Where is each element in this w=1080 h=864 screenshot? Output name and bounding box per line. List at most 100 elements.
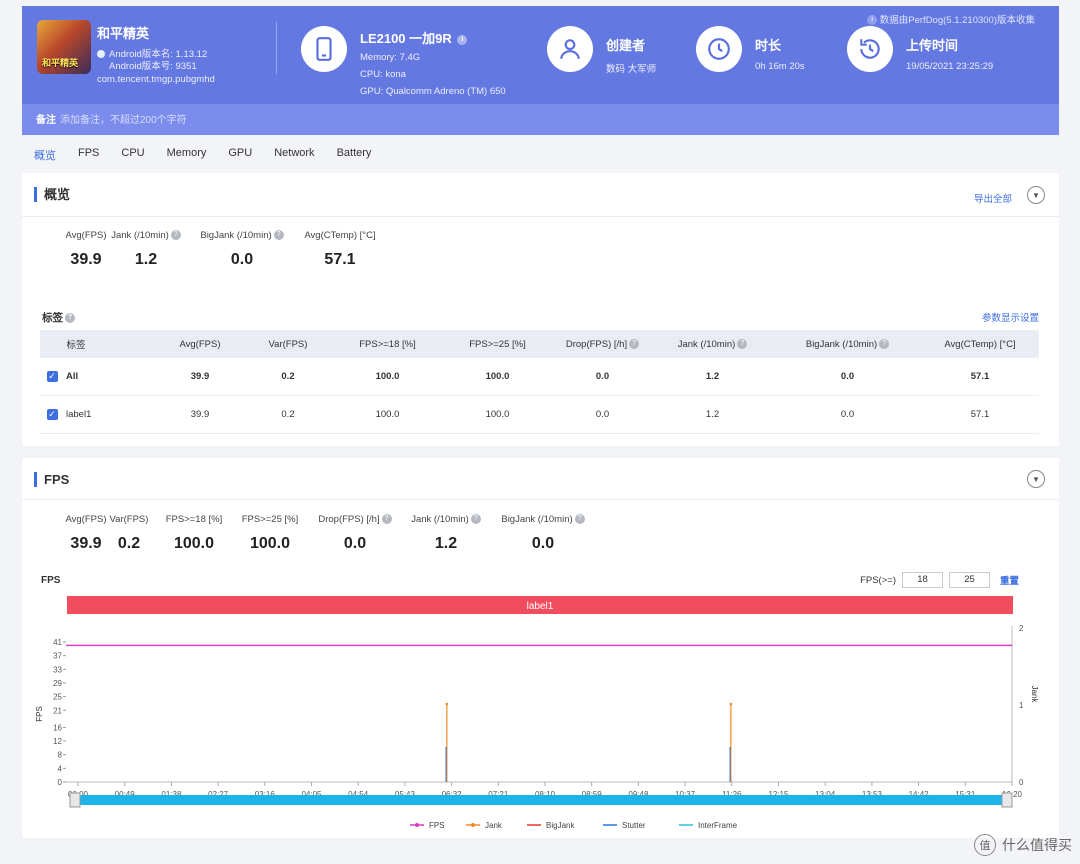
threshold-input-2[interactable]: 25: [948, 572, 990, 588]
watermark: 值什么值得买: [974, 834, 1072, 856]
y-tick-label: 4: [58, 764, 63, 773]
device-model: LE2100 一加9R i: [360, 28, 468, 47]
x-tick-label: 00:49: [115, 790, 136, 799]
help-icon: ?: [470, 514, 481, 525]
fps-stat: Avg(FPS) 39.9: [65, 514, 107, 552]
row-checkbox[interactable]: ✓: [46, 409, 58, 420]
legend-item[interactable]: InterFrame: [679, 821, 738, 830]
reset-button[interactable]: 重置: [999, 576, 1019, 587]
y-tick-label: 21: [53, 706, 62, 715]
tab-overview[interactable]: 概览: [34, 150, 56, 162]
legend-label: FPS: [429, 821, 445, 830]
y-tick-label: 0: [58, 778, 63, 787]
fps-stat: Drop(FPS) [/h]? 0.0: [314, 514, 396, 553]
tag-title: 标签?: [42, 310, 75, 325]
history-icon: [847, 26, 893, 72]
fps-card: FPS ▼ Avg(FPS) 39.9 Var(FPS) 0.2 FPS>=18 […: [22, 458, 1059, 838]
table-row[interactable]: ✓ All 39.9 0.2 100.0 100.0 0.0 1.2 0.0 5…: [40, 358, 1039, 396]
x-tick-label: 03:16: [255, 790, 276, 799]
note-label: 备注: [36, 115, 56, 126]
overview-stat: Avg(CTemp) [°C] 57.1: [304, 230, 376, 268]
note-bar[interactable]: 备注 添加备注，不超过200个字符: [22, 104, 1059, 135]
row-checkbox[interactable]: ✓: [46, 371, 58, 382]
y-tick-label: 33: [53, 665, 62, 674]
x-tick-label: 15:31: [955, 790, 976, 799]
help-icon: ?: [381, 514, 392, 525]
android-icon: [97, 50, 105, 59]
legend-label: Jank: [485, 821, 503, 830]
tab-network[interactable]: Network: [274, 147, 315, 159]
collapse-icon[interactable]: ▼: [1027, 470, 1045, 488]
help-icon: ?: [879, 339, 890, 349]
tab-battery[interactable]: Battery: [336, 147, 372, 159]
export-all-link[interactable]: 导出全部: [973, 194, 1012, 205]
divider: [22, 216, 1059, 217]
user-icon: [547, 26, 593, 72]
y-tick-label: 12: [53, 737, 62, 746]
x-tick-label: 05:43: [395, 790, 416, 799]
tab-gpu[interactable]: GPU: [228, 147, 253, 159]
upload-value: 19/05/2021 23:25:29: [906, 61, 994, 72]
x-tick-label: 04:54: [348, 790, 369, 799]
fps-chart[interactable]: label10481216212529333741FPS012Jank00:00…: [22, 590, 1059, 838]
fps-stat: BigJank (/10min)? 0.0: [498, 514, 588, 553]
device-memory: Memory: 7.4G: [360, 52, 421, 63]
threshold-input-1[interactable]: 18: [901, 572, 943, 588]
tab-cpu[interactable]: CPU: [121, 147, 145, 159]
clock-icon: [696, 26, 742, 72]
info-icon[interactable]: i: [457, 34, 468, 45]
legend-item[interactable]: FPS: [410, 821, 445, 830]
help-icon: ?: [629, 339, 640, 349]
legend-item[interactable]: Jank: [466, 821, 503, 830]
upload-label: 上传时间: [906, 38, 959, 53]
overview-card: 概览 导出全部 ▼ Avg(FPS) 39.9 Jank (/10min)? 1.2…: [22, 173, 1059, 446]
y-axis-label: FPS: [35, 706, 44, 722]
tab-memory[interactable]: Memory: [166, 147, 207, 159]
legend-item[interactable]: Stutter: [603, 821, 646, 830]
x-tick-label: 13:53: [862, 790, 883, 799]
tab-fps[interactable]: FPS: [78, 147, 100, 159]
collapse-icon[interactable]: ▼: [1027, 186, 1045, 204]
device-gpu: GPU: Qualcomm Adreno (TM) 650: [360, 86, 506, 97]
range-handle-left[interactable]: [69, 792, 81, 808]
fps-stat: Jank (/10min)? 1.2: [406, 514, 486, 553]
divider: [22, 499, 1059, 500]
overview-stat: Avg(FPS) 39.9: [65, 230, 107, 268]
help-icon: ?: [737, 339, 748, 349]
duration-label: 时长: [755, 38, 782, 53]
legend-label: BigJank: [546, 821, 575, 830]
y-tick-label: 16: [53, 723, 62, 732]
label-band: [67, 596, 1013, 614]
note-input[interactable]: 添加备注，不超过200个字符: [60, 115, 187, 126]
creator-value: 数码 大军师: [606, 64, 657, 75]
x-tick-label: 13:04: [815, 790, 836, 799]
legend-label: InterFrame: [698, 821, 738, 830]
info-icon: i: [867, 15, 878, 26]
fps-stat: Var(FPS) 0.2: [109, 514, 149, 552]
table-row[interactable]: ✓ label1 39.9 0.2 100.0 100.0 0.0 1.2 0.…: [40, 396, 1039, 434]
table-header: 标签 Avg(FPS) Var(FPS) FPS>=18 [%] FPS>=25…: [40, 330, 1039, 358]
device-cpu: CPU: kona: [360, 69, 406, 80]
fps-threshold-controls: FPS(>=) 18 25 重置: [860, 572, 1019, 588]
overview-stat: Jank (/10min)? 1.2: [110, 230, 182, 269]
fps-stat: FPS>=18 [%] 100.0: [165, 514, 223, 552]
legend-item[interactable]: BigJank: [527, 821, 575, 830]
y2-tick-label: 2: [1019, 624, 1024, 633]
param-display-settings-link[interactable]: 参数显示设置: [981, 313, 1039, 324]
x-tick-label: 09:48: [628, 790, 649, 799]
overview-stat: BigJank (/10min)? 0.0: [197, 230, 287, 269]
tag-table: 标签 Avg(FPS) Var(FPS) FPS>=18 [%] FPS>=25…: [40, 330, 1039, 434]
x-tick-label: 07:21: [488, 790, 509, 799]
help-icon: ?: [574, 514, 585, 525]
jank-point: [729, 702, 733, 706]
y-tick-label: 41: [53, 638, 62, 647]
y-tick-label: 29: [53, 679, 62, 688]
chart-label: FPS: [41, 575, 61, 586]
y-tick-label: 25: [53, 693, 62, 702]
help-icon[interactable]: ?: [65, 313, 75, 324]
x-tick-label: 08:59: [582, 790, 603, 799]
y-tick-label: 37: [53, 652, 62, 661]
range-handle-right[interactable]: [1001, 792, 1013, 808]
x-tick-label: 10:37: [675, 790, 696, 799]
game-icon: 和平精英: [37, 20, 91, 74]
